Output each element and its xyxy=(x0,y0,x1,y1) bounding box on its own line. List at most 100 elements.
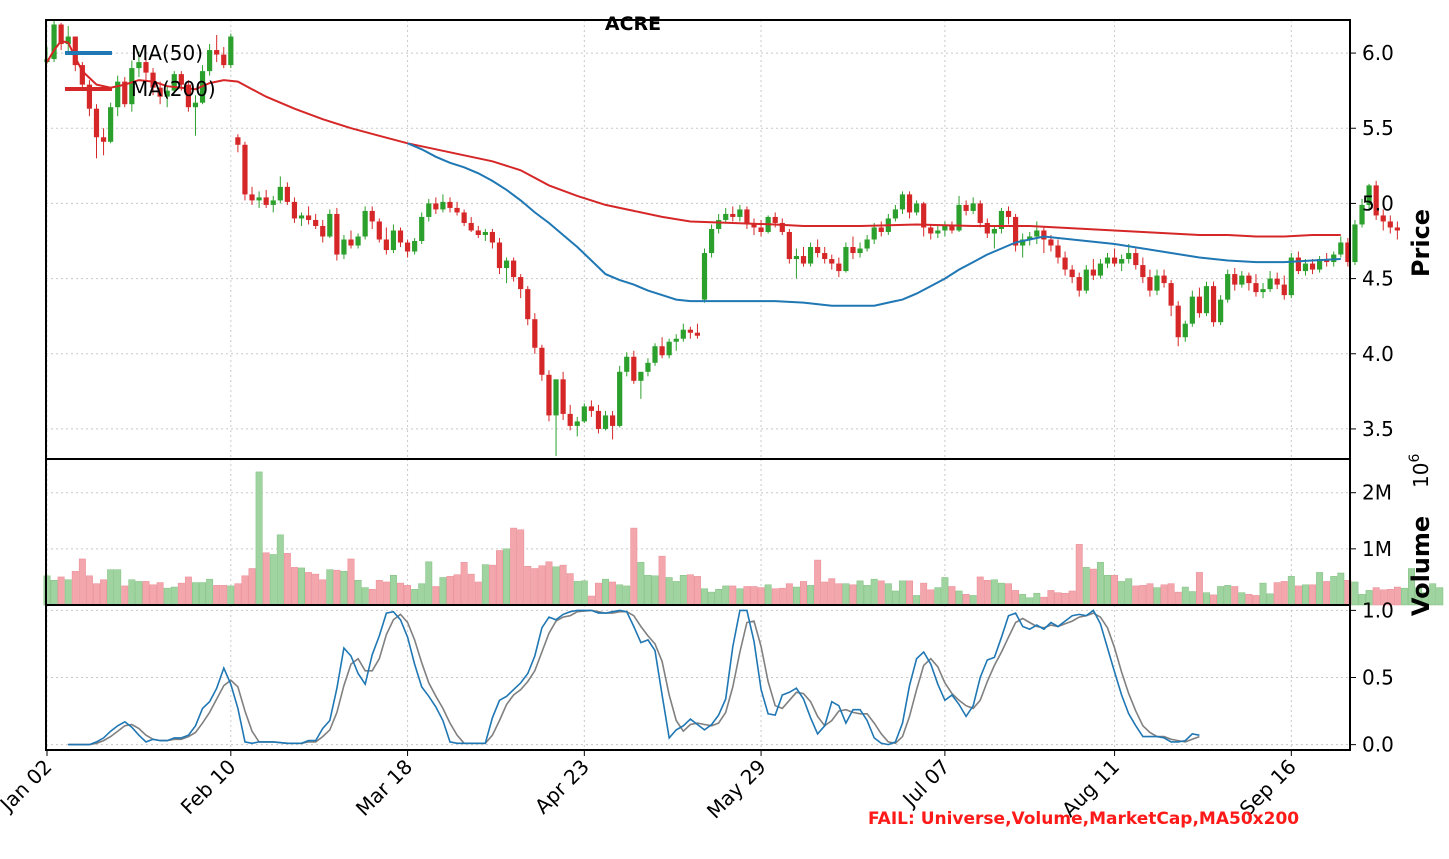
candle-body xyxy=(1373,185,1379,216)
volume-bar xyxy=(1330,576,1338,606)
volume-bar xyxy=(743,586,751,606)
candle-body xyxy=(1062,257,1068,270)
candle-body xyxy=(192,102,199,108)
candle-body xyxy=(878,227,884,232)
candle-body xyxy=(1281,284,1287,296)
volume-bar xyxy=(877,580,885,606)
candle-body xyxy=(914,203,920,213)
volume-bar xyxy=(467,573,475,606)
candle-body xyxy=(730,213,736,217)
candle-body xyxy=(362,210,368,237)
volume-bar xyxy=(1379,589,1387,606)
volume-bar xyxy=(573,581,581,606)
candle-body xyxy=(461,212,467,223)
volume-bar xyxy=(729,585,737,606)
candle-body xyxy=(624,356,630,372)
candle-body xyxy=(129,68,135,105)
volume-bar xyxy=(545,561,553,606)
volume-bar xyxy=(814,559,822,606)
candle-body xyxy=(772,216,778,223)
volume-bar xyxy=(595,582,602,606)
volume-bar xyxy=(234,583,242,606)
candle-body xyxy=(1380,215,1386,222)
fail-status-text: FAIL: Universe,Volume,MarketCap,MA50x200 xyxy=(868,809,1300,829)
price-legend: MA(50) MA(200) xyxy=(65,41,216,101)
volume-bar xyxy=(1033,592,1041,606)
candle-body xyxy=(518,277,524,290)
candle-body xyxy=(1111,257,1118,264)
candle-body xyxy=(313,219,319,226)
candle-body xyxy=(1274,278,1280,285)
volume-bar xyxy=(163,587,171,606)
volume-bar xyxy=(934,587,942,606)
candle-body xyxy=(1140,265,1146,278)
volume-bar xyxy=(1160,584,1168,606)
volume-bar xyxy=(170,586,178,606)
volume-bar xyxy=(906,580,913,606)
candle-body xyxy=(1076,277,1082,291)
candle-body xyxy=(100,137,107,142)
candle-body xyxy=(956,204,962,231)
candle-body xyxy=(1267,278,1273,290)
volume-bar xyxy=(1245,594,1253,606)
candle-body xyxy=(1119,259,1125,264)
candle-body xyxy=(574,421,580,426)
volume-bar xyxy=(368,589,376,606)
volume-bar xyxy=(1118,581,1126,606)
volume-bar xyxy=(792,586,800,606)
volume-bar xyxy=(1125,578,1133,606)
volume-bar xyxy=(184,576,192,606)
candle-body xyxy=(779,222,785,232)
price-tick-label: 3.5 xyxy=(1362,417,1394,441)
candle-body xyxy=(892,209,898,219)
stochastic-k-line xyxy=(68,609,1200,746)
volume-bar xyxy=(319,579,327,606)
candle-body xyxy=(72,36,78,66)
volume-bar xyxy=(630,527,638,606)
volume-bar xyxy=(1104,574,1111,606)
volume-bar xyxy=(1238,592,1246,606)
volume-bar xyxy=(1294,585,1302,606)
candle-body xyxy=(737,209,743,217)
volume-bar xyxy=(672,581,680,606)
candle-body xyxy=(525,289,531,320)
candle-body xyxy=(1090,269,1096,276)
volume-bar xyxy=(100,579,108,606)
volume-bar xyxy=(1252,595,1260,606)
volume-bar xyxy=(870,578,878,606)
volume-bar xyxy=(446,576,454,606)
volume-bar xyxy=(976,576,984,606)
candle-body xyxy=(1203,286,1210,314)
volume-bar xyxy=(340,571,348,606)
volume-bar xyxy=(884,583,892,606)
legend-label: MA(200) xyxy=(131,77,216,101)
candle-body xyxy=(1394,227,1400,231)
volume-bar xyxy=(93,583,100,606)
volume-bar xyxy=(291,567,298,606)
date-tick-label: Feb 10 xyxy=(176,755,241,820)
volume-bar xyxy=(1139,585,1147,606)
oscillator-tick-label: 0.0 xyxy=(1362,733,1394,757)
volume-bar xyxy=(1436,587,1444,606)
candle-body xyxy=(397,230,404,243)
candle-body xyxy=(716,219,722,229)
candle-body xyxy=(412,241,418,252)
volume-bar xyxy=(418,583,426,606)
volume-bar xyxy=(135,581,143,606)
candle-body xyxy=(1168,283,1174,306)
volume-bar xyxy=(1393,586,1401,606)
candle-body xyxy=(744,209,750,225)
volume-bar xyxy=(983,580,991,606)
candle-body xyxy=(383,239,389,251)
candle-body xyxy=(122,81,128,105)
candle-body xyxy=(65,36,71,45)
candle-body xyxy=(1253,283,1259,293)
volume-bar xyxy=(206,578,214,606)
price-tick-label: 6.0 xyxy=(1362,41,1394,65)
candle-body xyxy=(369,210,375,222)
candle-body xyxy=(1309,263,1316,270)
candle-body xyxy=(786,231,792,260)
candle-body xyxy=(256,197,262,201)
candle-body xyxy=(185,84,191,108)
volume-bar xyxy=(1132,585,1140,606)
